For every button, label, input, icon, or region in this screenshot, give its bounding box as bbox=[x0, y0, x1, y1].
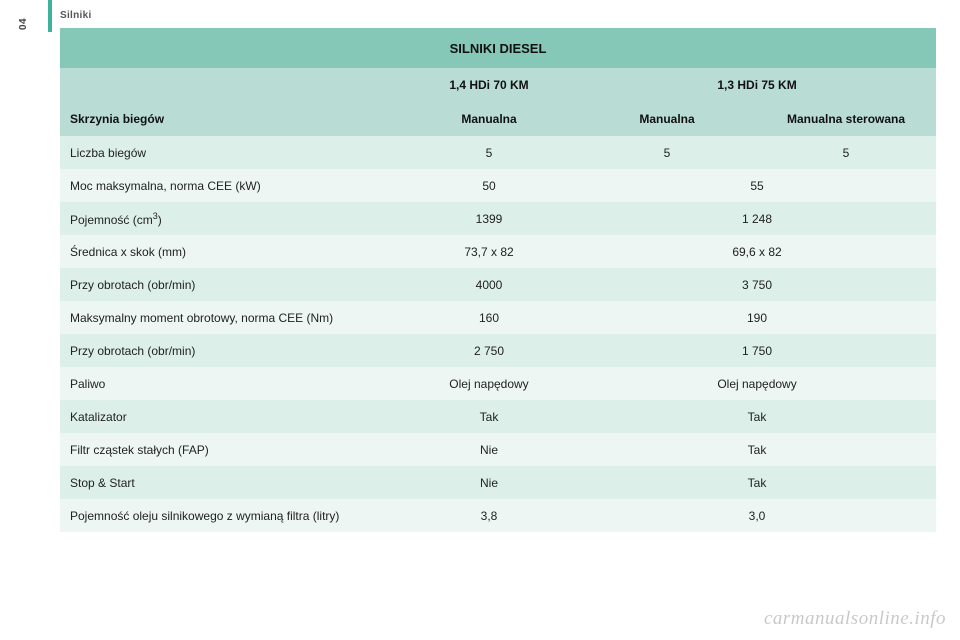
row-value: Olej napędowy bbox=[578, 367, 936, 400]
row-value: 55 bbox=[578, 169, 936, 202]
table-row: Stop & StartNieTak bbox=[60, 466, 936, 499]
gearbox-col-2: Manualna bbox=[578, 102, 756, 136]
row-value: 73,7 x 82 bbox=[400, 235, 578, 268]
row-label: Maksymalny moment obrotowy, norma CEE (N… bbox=[60, 301, 400, 334]
row-value: Nie bbox=[400, 433, 578, 466]
row-value: 160 bbox=[400, 301, 578, 334]
row-value: Tak bbox=[578, 466, 936, 499]
row-label: Filtr cząstek stałych (FAP) bbox=[60, 433, 400, 466]
row-value: Nie bbox=[400, 466, 578, 499]
gearbox-col-1: Manualna bbox=[400, 102, 578, 136]
row-value: 1399 bbox=[400, 202, 578, 235]
row-label: Przy obrotach (obr/min) bbox=[60, 268, 400, 301]
row-label: Stop & Start bbox=[60, 466, 400, 499]
row-value: Tak bbox=[400, 400, 578, 433]
row-value: Olej napędowy bbox=[400, 367, 578, 400]
engine-col-1: 1,4 HDi 70 KM bbox=[400, 68, 578, 102]
gearbox-col-3: Manualna sterowana bbox=[756, 102, 936, 136]
table-row: Pojemność (cm3)13991 248 bbox=[60, 202, 936, 235]
row-label: Moc maksymalna, norma CEE (kW) bbox=[60, 169, 400, 202]
row-label: Pojemność (cm3) bbox=[60, 202, 400, 235]
row-value: 1 248 bbox=[578, 202, 936, 235]
row-value: 5 bbox=[400, 136, 578, 169]
row-value: 5 bbox=[756, 136, 936, 169]
table-row: Pojemność oleju silnikowego z wymianą fi… bbox=[60, 499, 936, 532]
row-value: 3,8 bbox=[400, 499, 578, 532]
row-label: Liczba biegów bbox=[60, 136, 400, 169]
table-row: Średnica x skok (mm)73,7 x 8269,6 x 82 bbox=[60, 235, 936, 268]
row-label: Paliwo bbox=[60, 367, 400, 400]
table-title-row: SILNIKI DIESEL bbox=[60, 28, 936, 68]
table-row: KatalizatorTakTak bbox=[60, 400, 936, 433]
row-value: 4000 bbox=[400, 268, 578, 301]
row-value: 3,0 bbox=[578, 499, 936, 532]
row-label: Przy obrotach (obr/min) bbox=[60, 334, 400, 367]
watermark: carmanualsonline.info bbox=[764, 608, 946, 630]
table-row: Przy obrotach (obr/min)40003 750 bbox=[60, 268, 936, 301]
row-label: Średnica x skok (mm) bbox=[60, 235, 400, 268]
table-row: Liczba biegów555 bbox=[60, 136, 936, 169]
row-value: 5 bbox=[578, 136, 756, 169]
row-value: 1 750 bbox=[578, 334, 936, 367]
table-row: Maksymalny moment obrotowy, norma CEE (N… bbox=[60, 301, 936, 334]
table-row: Przy obrotach (obr/min)2 7501 750 bbox=[60, 334, 936, 367]
table-title: SILNIKI DIESEL bbox=[60, 28, 936, 68]
page-accent-bar bbox=[48, 0, 52, 32]
table-row: Moc maksymalna, norma CEE (kW)5055 bbox=[60, 169, 936, 202]
row-value: 69,6 x 82 bbox=[578, 235, 936, 268]
table-row: Filtr cząstek stałych (FAP)NieTak bbox=[60, 433, 936, 466]
engine-header-row: Skrzynia biegów 1,4 HDi 70 KM 1,3 HDi 75… bbox=[60, 68, 936, 102]
engine-spec-table-wrap: SILNIKI DIESEL Skrzynia biegów 1,4 HDi 7… bbox=[60, 28, 936, 532]
row-label: Pojemność oleju silnikowego z wymianą fi… bbox=[60, 499, 400, 532]
row-value: Tak bbox=[578, 400, 936, 433]
row-value: 3 750 bbox=[578, 268, 936, 301]
row-value: 50 bbox=[400, 169, 578, 202]
row-value: 190 bbox=[578, 301, 936, 334]
gearbox-row-label: Skrzynia biegów bbox=[60, 68, 400, 136]
section-label: Silniki bbox=[60, 10, 92, 21]
engine-col-2: 1,3 HDi 75 KM bbox=[578, 68, 936, 102]
page-number: 04 bbox=[18, 18, 29, 30]
engine-spec-table: SILNIKI DIESEL Skrzynia biegów 1,4 HDi 7… bbox=[60, 28, 936, 532]
row-value: Tak bbox=[578, 433, 936, 466]
row-value: 2 750 bbox=[400, 334, 578, 367]
row-label: Katalizator bbox=[60, 400, 400, 433]
table-row: PaliwoOlej napędowyOlej napędowy bbox=[60, 367, 936, 400]
